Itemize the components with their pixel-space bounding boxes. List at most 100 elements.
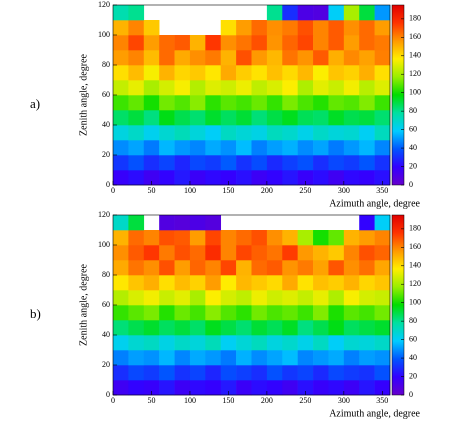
heat-cell — [374, 305, 391, 321]
heat-cell — [113, 380, 129, 396]
heat-cell — [251, 65, 268, 81]
heat-cell — [343, 5, 360, 21]
heat-cell — [251, 50, 268, 66]
heat-cell — [343, 230, 360, 246]
heat-cell — [374, 230, 391, 246]
heat-cell — [266, 170, 283, 186]
heat-cell — [128, 245, 145, 261]
heat-cell — [297, 380, 314, 396]
heat-cell — [328, 140, 345, 156]
heat-cell — [205, 110, 222, 126]
heat-cell — [220, 155, 237, 171]
heat-cell — [374, 155, 391, 171]
heat-cell — [297, 20, 314, 36]
heat-cell — [205, 350, 222, 366]
y-tick-label: 60 — [102, 90, 110, 99]
heat-cell — [128, 50, 145, 66]
heat-cell — [113, 245, 129, 261]
heat-cell — [313, 170, 329, 186]
heat-cell — [266, 350, 283, 366]
heat-cell — [359, 350, 375, 366]
heat-cell — [251, 95, 268, 111]
heat-cell — [297, 290, 314, 306]
heat-cell — [220, 305, 237, 321]
heat-cell — [328, 155, 345, 171]
heat-cell — [328, 50, 345, 66]
heat-cell — [359, 380, 375, 396]
heat-cell — [205, 35, 222, 51]
heat-cell — [359, 365, 375, 381]
heat-cell — [313, 110, 329, 126]
heat-cell — [159, 350, 175, 366]
heat-cell — [266, 5, 283, 21]
heat-cell — [359, 155, 375, 171]
heat-cell — [297, 305, 314, 321]
heat-cell — [251, 170, 268, 186]
heat-cell — [374, 290, 391, 306]
heat-cell — [313, 305, 329, 321]
heat-cell — [359, 335, 375, 351]
heat-cell — [143, 50, 160, 66]
colorbar-label: 60 — [409, 124, 417, 133]
colorbar-label: 140 — [409, 261, 421, 270]
heat-cell — [189, 380, 206, 396]
heat-cell — [359, 245, 375, 261]
heat-cell — [128, 20, 145, 36]
heat-cell — [143, 320, 160, 336]
heat-cell — [282, 230, 298, 246]
heat-cell — [113, 170, 129, 186]
heat-cell — [313, 245, 329, 261]
heat-cell — [220, 170, 237, 186]
heat-cell — [359, 95, 375, 111]
heat-cell — [143, 170, 160, 186]
heat-cell — [297, 35, 314, 51]
x-tick-label: 100 — [184, 186, 196, 195]
colorbar-label: 0 — [409, 180, 413, 189]
heat-cell — [266, 50, 283, 66]
heat-cell — [159, 365, 175, 381]
heat-cell — [174, 230, 191, 246]
heat-cell — [128, 215, 145, 231]
heat-cell — [359, 290, 375, 306]
heat-cell — [189, 215, 206, 231]
heat-cell — [313, 320, 329, 336]
heat-cell — [359, 35, 375, 51]
heat-cell — [343, 260, 360, 276]
heat-cell — [143, 290, 160, 306]
heat-cell — [236, 155, 252, 171]
heat-cell — [189, 230, 206, 246]
heat-cell — [266, 125, 283, 141]
colorbar-label: 80 — [409, 106, 417, 115]
y-tick-label: 100 — [98, 30, 110, 39]
heat-cell — [205, 125, 222, 141]
heat-cell — [359, 140, 375, 156]
heat-cell — [113, 215, 129, 231]
heat-cell — [313, 125, 329, 141]
y-tick-label: 20 — [102, 360, 110, 369]
heat-cell — [189, 260, 206, 276]
heat-cell — [313, 5, 329, 21]
x-axis-title: Azimuth angle, degree — [329, 408, 420, 419]
heat-cell — [374, 365, 391, 381]
heat-cell — [220, 20, 237, 36]
heat-cell — [266, 260, 283, 276]
heat-cell — [251, 290, 268, 306]
heat-cell — [374, 245, 391, 261]
heat-cell — [359, 20, 375, 36]
heat-cell — [236, 170, 252, 186]
heat-cell — [282, 95, 298, 111]
heat-cell — [374, 260, 391, 276]
heat-cell — [282, 275, 298, 291]
heat-cell — [220, 110, 237, 126]
heat-cell — [159, 305, 175, 321]
heat-cell — [282, 170, 298, 186]
heat-cell — [343, 275, 360, 291]
panel-label: b) — [30, 306, 41, 321]
heat-cell — [359, 110, 375, 126]
heat-cell — [328, 305, 345, 321]
heat-cell — [220, 140, 237, 156]
y-tick-label: 120 — [98, 210, 110, 219]
heat-cell — [251, 245, 268, 261]
heat-cell — [343, 350, 360, 366]
heat-cell — [343, 140, 360, 156]
